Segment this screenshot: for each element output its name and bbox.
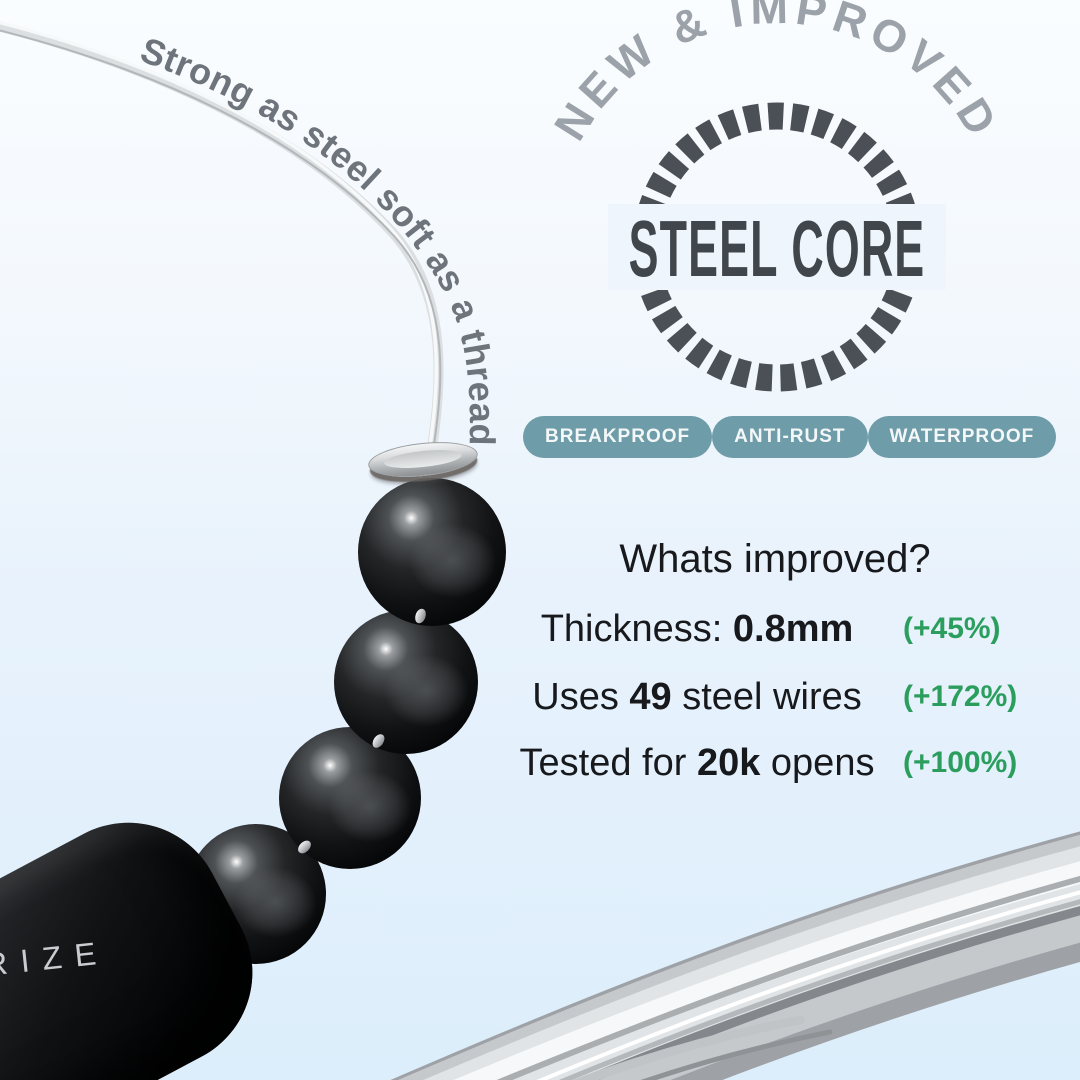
row-text: steel wires: [671, 676, 862, 718]
steel-thread-wire: [0, 20, 444, 464]
improvement-row-wires: Uses 49 steel wires: [427, 674, 967, 720]
row-text: Tested for: [519, 742, 697, 784]
row-text: opens: [760, 742, 875, 784]
row-text: Thickness:: [540, 608, 733, 650]
row-text: Uses: [532, 676, 630, 718]
pill-waterproof: WATERPROOF: [867, 416, 1057, 458]
improvement-delta-opens: (+100%): [903, 746, 1018, 779]
row-value: 0.8mm: [732, 608, 854, 650]
steel-core-badge: STEEL CORE: [608, 102, 946, 392]
row-value: 20k: [696, 742, 761, 784]
pill-breakproof: BREAKPROOF: [523, 416, 713, 458]
improvement-row-thickness: Thickness: 0.8mm: [427, 606, 967, 652]
pill-anti-rust: ANTI-RUST: [712, 416, 868, 458]
improvement-row-opens: Tested for 20k opens: [427, 740, 967, 786]
bracelet-bead: [358, 478, 506, 626]
steel-cable: [390, 831, 1080, 1080]
improvement-delta-thickness: (+45%): [903, 612, 1001, 645]
improvement-delta-wires: (+172%): [903, 680, 1018, 713]
badge-ring-text: STEEL CORE: [629, 203, 926, 293]
badge-text-backing: [608, 204, 946, 290]
bracelet-bead: [334, 610, 478, 754]
improvements-title: Whats improved?: [619, 537, 931, 581]
row-value: 49: [629, 676, 672, 718]
feature-pill-row: BREAKPROOF ANTI-RUST WATERPROOF: [523, 416, 1057, 458]
